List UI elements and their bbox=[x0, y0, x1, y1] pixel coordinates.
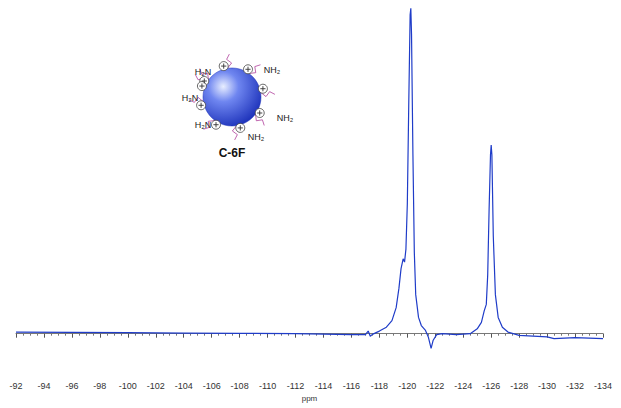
svg-text:-110: -110 bbox=[259, 381, 276, 391]
svg-text:-124: -124 bbox=[454, 381, 472, 391]
svg-text:NH₂: NH₂ bbox=[264, 65, 281, 75]
svg-text:-130: -130 bbox=[538, 381, 556, 391]
svg-text:NH₂: NH₂ bbox=[277, 113, 294, 123]
svg-text:-116: -116 bbox=[343, 381, 360, 391]
svg-text:ppm: ppm bbox=[302, 394, 318, 403]
svg-text:-104: -104 bbox=[175, 381, 193, 391]
svg-text:-96: -96 bbox=[65, 381, 78, 391]
svg-text:-120: -120 bbox=[398, 381, 416, 391]
svg-text:H₂N: H₂N bbox=[195, 120, 212, 130]
svg-text:NH₂: NH₂ bbox=[248, 132, 265, 142]
svg-text:-98: -98 bbox=[93, 381, 106, 391]
svg-text:-122: -122 bbox=[426, 381, 444, 391]
svg-text:H₂N: H₂N bbox=[195, 67, 212, 77]
svg-text:-128: -128 bbox=[510, 381, 528, 391]
svg-text:-94: -94 bbox=[37, 381, 50, 391]
svg-text:-134: -134 bbox=[594, 381, 612, 391]
svg-text:C-6F: C-6F bbox=[219, 146, 246, 160]
svg-text:H₂N: H₂N bbox=[182, 93, 199, 103]
svg-text:-108: -108 bbox=[231, 381, 249, 391]
svg-text:-112: -112 bbox=[287, 381, 304, 391]
svg-text:-126: -126 bbox=[482, 381, 500, 391]
svg-text:-102: -102 bbox=[147, 381, 165, 391]
svg-text:-92: -92 bbox=[9, 381, 22, 391]
svg-text:-100: -100 bbox=[119, 381, 137, 391]
svg-text:-132: -132 bbox=[566, 381, 584, 391]
svg-text:-106: -106 bbox=[203, 381, 221, 391]
svg-text:-114: -114 bbox=[315, 381, 332, 391]
svg-text:-118: -118 bbox=[371, 381, 388, 391]
